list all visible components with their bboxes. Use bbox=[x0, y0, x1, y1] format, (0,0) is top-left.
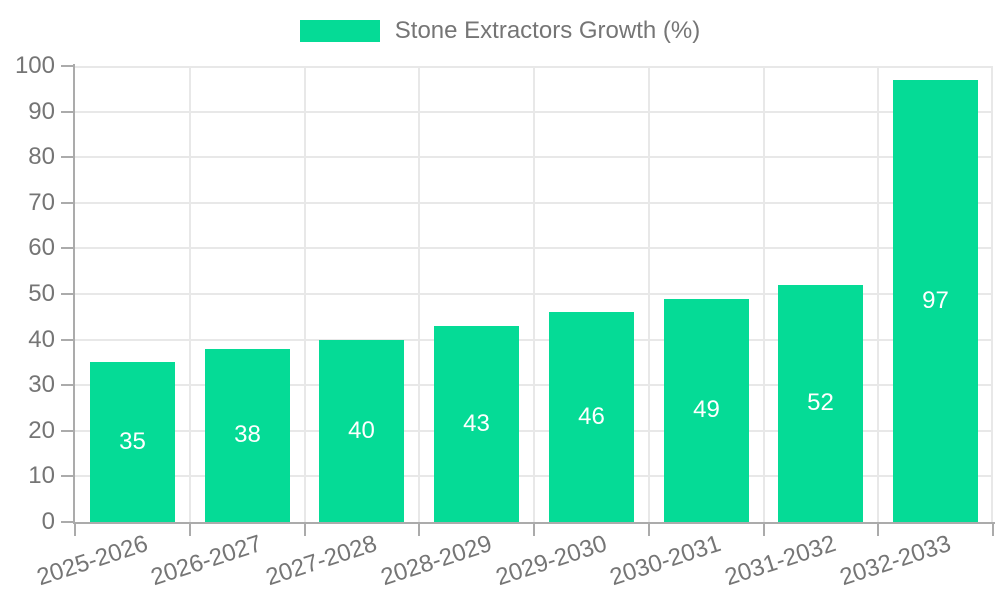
y-tick-label: 20 bbox=[28, 417, 55, 444]
x-gridline bbox=[648, 66, 650, 522]
y-axis-tick bbox=[61, 111, 73, 113]
y-tick-label: 100 bbox=[14, 52, 55, 79]
legend-label: Stone Extractors Growth (%) bbox=[394, 17, 701, 44]
y-axis-line bbox=[73, 64, 75, 522]
bar-value-label: 97 bbox=[922, 286, 949, 314]
bar-value-label: 35 bbox=[119, 428, 146, 456]
y-axis-tick bbox=[61, 293, 73, 295]
x-gridline bbox=[304, 66, 306, 522]
x-tick-label: 2031-2032 bbox=[721, 530, 840, 592]
x-axis-tick bbox=[877, 524, 879, 536]
x-gridline bbox=[533, 66, 535, 522]
y-tick-label: 60 bbox=[28, 234, 55, 261]
x-axis-tick bbox=[533, 524, 535, 536]
x-axis-tick bbox=[418, 524, 420, 536]
y-axis-tick bbox=[61, 65, 73, 67]
bar-value-label: 43 bbox=[463, 409, 490, 437]
x-gridline bbox=[189, 66, 191, 522]
y-tick-label: 10 bbox=[28, 462, 55, 489]
y-axis-tick bbox=[61, 339, 73, 341]
bar[interactable]: 52 bbox=[778, 284, 863, 522]
x-tick-label: 2028-2029 bbox=[377, 530, 495, 592]
y-axis-tick bbox=[61, 475, 73, 477]
bar-value-label: 46 bbox=[578, 403, 605, 431]
x-axis-tick bbox=[992, 524, 994, 536]
bar[interactable]: 49 bbox=[664, 298, 749, 522]
plot-area: 0 10 20 30 40 50 60 70 80 90 100 35 2025-2026 38 2026-… bbox=[15, 52, 995, 591]
x-axis-tick bbox=[74, 524, 76, 536]
x-tick-label: 2026-2027 bbox=[147, 530, 266, 592]
x-gridline bbox=[991, 66, 993, 522]
x-gridline bbox=[763, 66, 765, 522]
y-tick-label: 80 bbox=[28, 143, 55, 170]
y-axis-tick bbox=[61, 384, 73, 386]
bar-value-label: 52 bbox=[807, 389, 834, 417]
bar-value-label: 38 bbox=[234, 421, 261, 449]
x-tick-label: 2029-2030 bbox=[492, 530, 610, 592]
bar[interactable]: 43 bbox=[434, 325, 519, 522]
x-axis-tick bbox=[763, 524, 765, 536]
x-axis-tick bbox=[648, 524, 650, 536]
x-tick-label: 2032-2033 bbox=[836, 530, 954, 592]
y-tick-label: 0 bbox=[41, 508, 55, 535]
x-tick-label: 2025-2026 bbox=[33, 530, 151, 592]
x-axis-tick bbox=[189, 524, 191, 536]
x-tick-label: 2027-2028 bbox=[262, 530, 381, 592]
x-gridline bbox=[877, 66, 879, 522]
bar[interactable]: 40 bbox=[319, 339, 404, 522]
y-tick-label: 50 bbox=[28, 280, 55, 307]
x-tick-label: 2030-2031 bbox=[606, 530, 725, 592]
y-tick-label: 70 bbox=[28, 189, 55, 216]
legend-swatch-icon bbox=[299, 20, 380, 42]
x-axis-line bbox=[73, 522, 995, 524]
y-axis-tick bbox=[61, 247, 73, 249]
bar[interactable]: 97 bbox=[893, 79, 978, 522]
y-axis-tick bbox=[61, 521, 73, 523]
y-tick-label: 90 bbox=[28, 98, 55, 125]
bar[interactable]: 46 bbox=[549, 312, 634, 522]
y-tick-label: 40 bbox=[28, 326, 55, 353]
legend[interactable]: Stone Extractors Growth (%) bbox=[0, 17, 1000, 44]
x-gridline bbox=[418, 66, 420, 522]
y-axis-tick bbox=[61, 156, 73, 158]
y-axis-tick bbox=[61, 430, 73, 432]
bar[interactable]: 35 bbox=[90, 362, 175, 522]
bar-value-label: 49 bbox=[693, 396, 720, 424]
bar[interactable]: 38 bbox=[205, 348, 290, 522]
y-axis-tick bbox=[61, 202, 73, 204]
y-tick-label: 30 bbox=[28, 371, 55, 398]
x-axis-tick bbox=[304, 524, 306, 536]
bar-value-label: 40 bbox=[348, 416, 375, 444]
